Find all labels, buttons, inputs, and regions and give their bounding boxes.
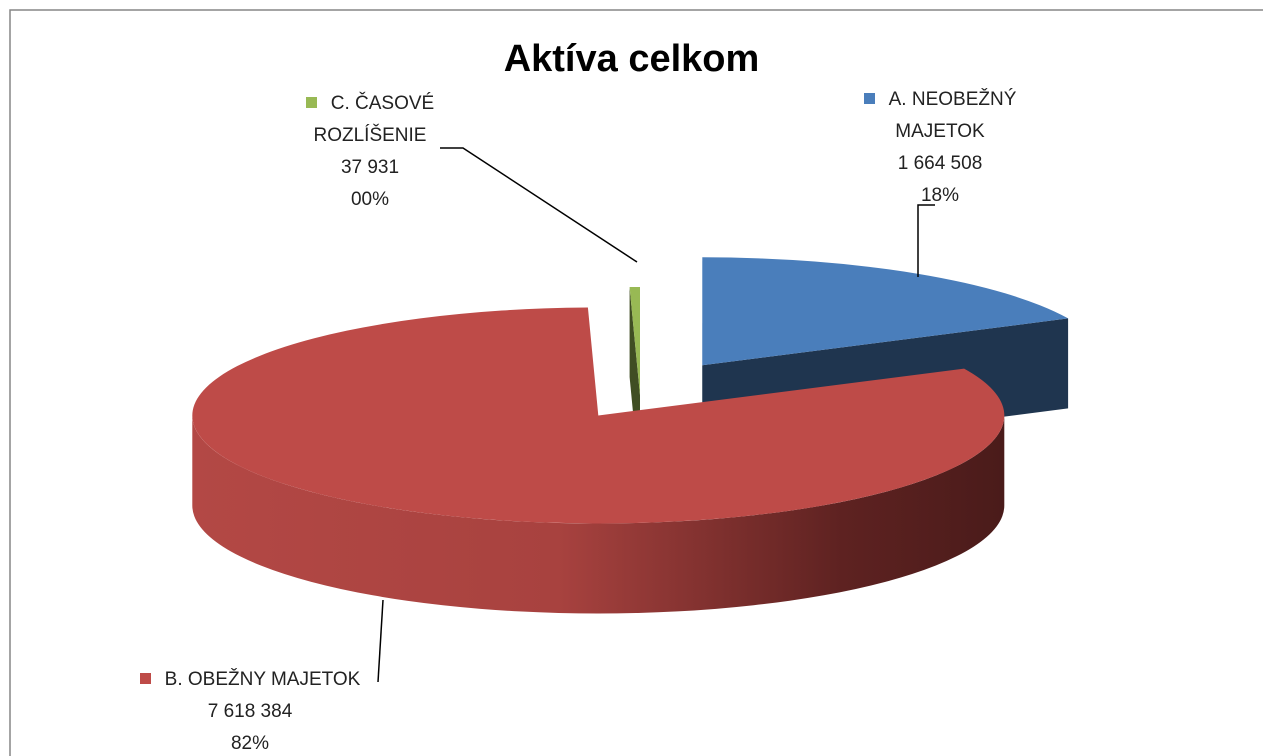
- leader-line: [377, 599, 384, 683]
- slice: [702, 257, 1069, 366]
- percent-label: 00%: [350, 189, 390, 210]
- pie: [192, 257, 1069, 614]
- legend-key: [139, 673, 151, 684]
- slice: [629, 286, 640, 395]
- value-label: 37 931: [340, 157, 400, 178]
- category-name: B. OBEŽNY MAJETOK: [164, 669, 361, 690]
- leader-line: [440, 147, 638, 263]
- data-label: A. NEOBEŽNÝ MAJETOK 1 664 508 18%: [840, 84, 1040, 212]
- value-label: 1 664 508: [897, 153, 983, 174]
- category-name: C. ČASOVÉ ROZLÍŠENIE: [313, 93, 435, 146]
- leader-line: [917, 204, 935, 277]
- percent-label: 82%: [230, 733, 270, 754]
- category-name: A. NEOBEŽNÝ MAJETOK: [888, 89, 1017, 142]
- data-label: B. OBEŽNY MAJETOK 7 618 384 82%: [100, 664, 400, 756]
- label-name: A. NEOBEŽNÝ MAJETOK: [840, 84, 1040, 148]
- slice-wall: [192, 415, 1005, 614]
- chart-title: Aktíva celkom: [503, 38, 760, 80]
- legend-key: [305, 97, 317, 108]
- data-label: C. ČASOVÉ ROZLÍŠENIE 37 931 00%: [275, 88, 465, 216]
- percent-label: 18%: [920, 185, 960, 206]
- value-label: 7 618 384: [207, 701, 293, 722]
- label-name: C. ČASOVÉ ROZLÍŠENIE: [275, 88, 465, 152]
- chart-border: [9, 9, 1263, 756]
- legend-key: [863, 93, 875, 104]
- slice: [192, 307, 1005, 524]
- label-name: B. OBEŽNY MAJETOK: [100, 664, 400, 696]
